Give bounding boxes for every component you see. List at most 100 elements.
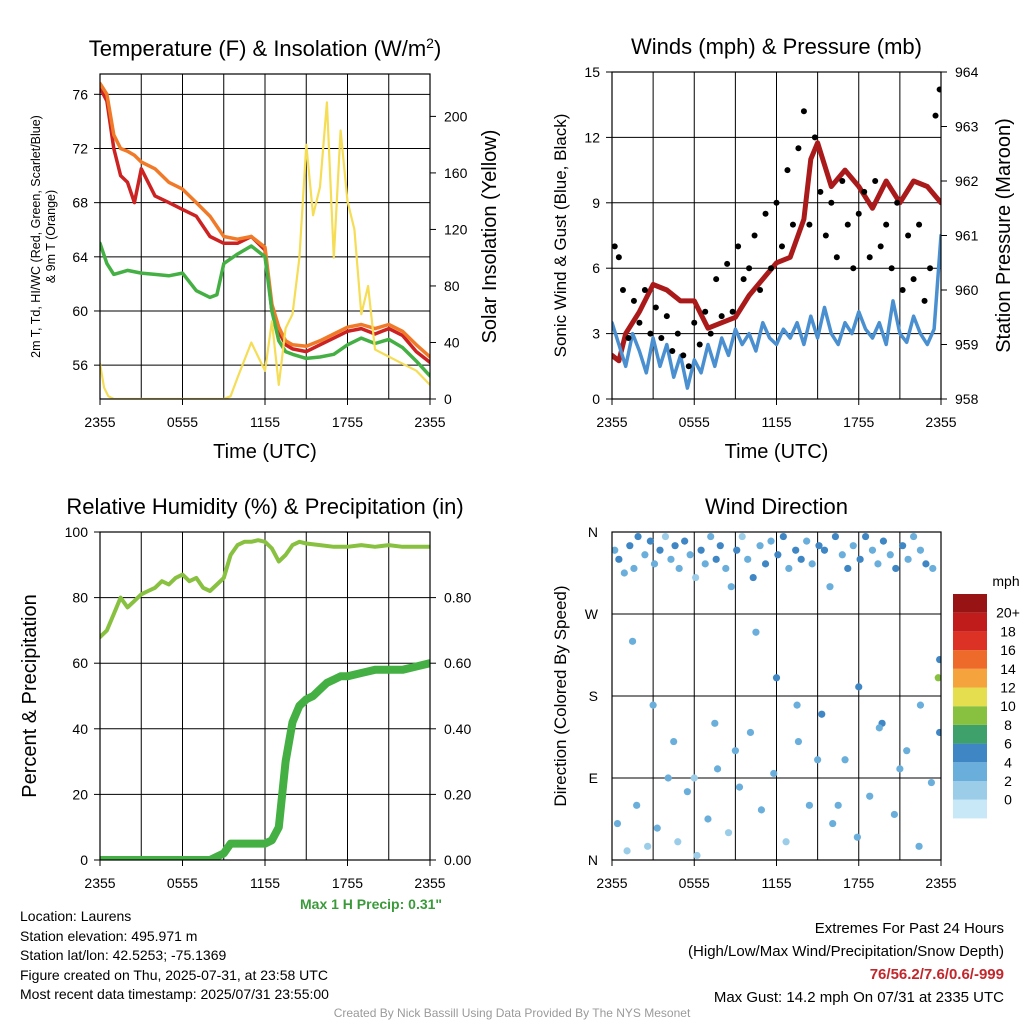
series-line: [612, 233, 941, 390]
direction-point: [814, 756, 822, 764]
y-tick-label: 6: [592, 260, 600, 276]
y-tick-label: 40: [72, 721, 88, 737]
gust-point: [927, 265, 934, 272]
gust-point: [888, 265, 895, 272]
direction-point: [712, 555, 720, 563]
y-tick-label: 12: [584, 129, 600, 145]
gust-point: [658, 334, 665, 341]
direction-point: [653, 824, 661, 832]
gust-point: [669, 348, 676, 355]
gust-point: [625, 334, 632, 341]
x-tick-label: 1155: [250, 875, 280, 891]
y2-tick-label: 80: [444, 278, 460, 294]
y-tick-label: 9: [592, 195, 600, 211]
gust-point: [612, 243, 618, 250]
direction-point: [866, 792, 874, 800]
direction-point: [628, 637, 637, 645]
direction-point: [936, 655, 941, 664]
direction-point: [904, 555, 912, 563]
gust-point: [615, 254, 622, 261]
credit-text: Created By Nick Bassill Using Data Provi…: [333, 1006, 691, 1020]
y2-tick-label: 0.40: [444, 721, 471, 737]
colorbar-label: 20+: [996, 605, 1020, 621]
direction-point: [874, 560, 882, 568]
gust-point: [936, 86, 941, 93]
plot-frame: [611, 71, 942, 400]
y-tick-label: 0: [80, 852, 88, 868]
x-tick-label: 1155: [761, 875, 791, 891]
created-text: Figure created on Thu, 2025-07-31, at 23…: [20, 966, 328, 983]
gust-point: [872, 178, 879, 184]
direction-point: [686, 551, 694, 559]
gust-point: [932, 112, 939, 119]
direction-point: [767, 537, 775, 545]
chart-title: Relative Humidity (%) & Precipitation (i…: [66, 494, 463, 519]
gust-point: [713, 276, 720, 283]
y2-tick-label: 0.00: [444, 852, 471, 868]
direction-point: [661, 532, 670, 541]
direction-point: [772, 674, 781, 682]
direction-point: [697, 546, 705, 554]
direction-point: [716, 542, 724, 550]
colorbar-segment: [953, 781, 987, 800]
y-tick-label: 20: [72, 786, 88, 802]
gust-point: [817, 188, 824, 195]
direction-point: [862, 532, 870, 541]
colorbar-segment: [953, 631, 987, 651]
direction-point: [896, 765, 904, 773]
x-tick-label: 2355: [925, 875, 956, 891]
colorbar-segment: [953, 612, 987, 632]
x-tick-label: 2355: [84, 414, 115, 430]
direction-point: [782, 838, 790, 846]
y-axis-label: Percent & Precipitation: [19, 594, 41, 797]
gust-point: [685, 363, 692, 370]
y2-tick-label: 200: [444, 108, 468, 124]
plot-frame: [611, 531, 942, 861]
y2-tick-label: 40: [444, 334, 460, 350]
y-tick-label: 3: [592, 326, 600, 342]
gust-point: [636, 319, 643, 326]
direction-point: [838, 551, 846, 559]
colorbar-segment: [953, 799, 987, 819]
extremes-panel: Extremes For Past 24 Hours (High/Low/Max…: [688, 917, 1004, 1009]
direction-point: [738, 532, 746, 541]
max-precip-annotation: Max 1 H Precip: 0.31": [300, 896, 443, 912]
direction-point: [879, 537, 888, 545]
direction-point: [707, 532, 715, 541]
extremes-values: 76/56.2/7.6/0.6/-999: [869, 966, 1004, 983]
direction-point: [831, 532, 840, 541]
series-line: [100, 241, 430, 378]
gust-point: [784, 167, 791, 174]
y2-tick-label: 0: [444, 391, 452, 407]
gust-point: [718, 313, 725, 320]
y-axis-label: 2m T, Td, HI/WC (Red, Green, Scarlet/Blu…: [29, 115, 43, 358]
y-tick-label: 60: [72, 303, 88, 319]
gust-point: [811, 134, 818, 141]
gust-point: [680, 352, 687, 359]
gust-point: [806, 221, 813, 228]
x-tick-label: 2355: [414, 414, 445, 430]
direction-point: [644, 842, 652, 850]
gust-point: [828, 199, 835, 206]
gust-point: [850, 265, 857, 272]
direction-point: [844, 564, 852, 573]
gust-point: [921, 297, 928, 304]
plot-area: [100, 538, 430, 860]
location-text: Location: Laurens: [20, 908, 132, 924]
gust-point: [735, 243, 742, 250]
direction-point: [733, 546, 741, 554]
x-axis-label: Time (UTC): [213, 441, 317, 463]
colorbar-segment: [953, 762, 987, 781]
direction-point: [630, 564, 638, 573]
gust-point: [883, 221, 890, 228]
direction-point: [675, 564, 683, 573]
direction-point: [623, 847, 631, 855]
gust-point: [630, 297, 637, 304]
colorbar-label: 14: [1000, 661, 1016, 677]
direction-point: [731, 747, 739, 755]
colorbar-label: 12: [1000, 680, 1016, 696]
direction-point: [890, 810, 898, 819]
colorbar-label: 16: [1000, 642, 1016, 658]
direction-point: [646, 537, 654, 545]
direction-point: [711, 719, 719, 727]
